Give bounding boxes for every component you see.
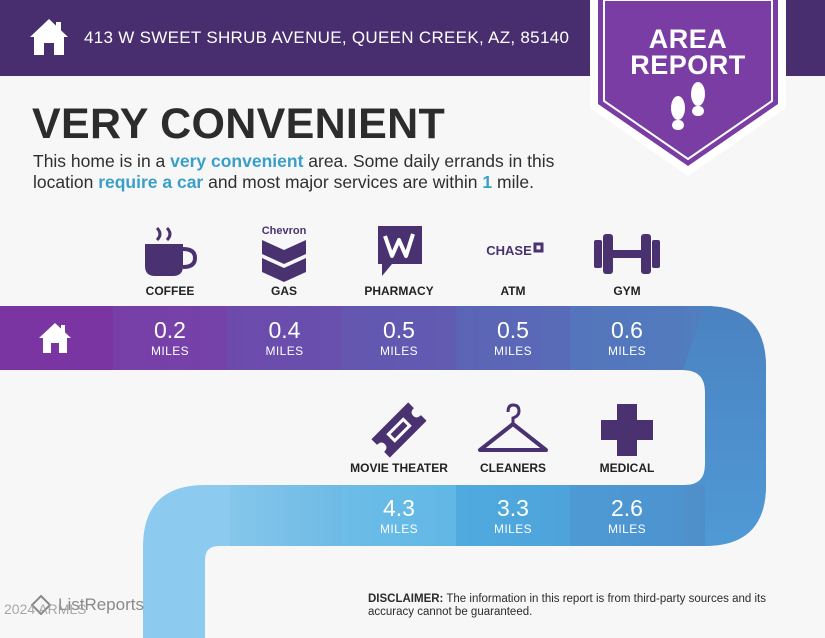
- distance-cleaners: 3.3 MILES: [456, 485, 570, 547]
- footprints-icon: [671, 82, 705, 130]
- distance-value: 0.6: [611, 317, 643, 343]
- medical-cross-icon: [601, 404, 653, 456]
- home-icon: [30, 19, 68, 55]
- service-label: CLEANERS: [479, 461, 546, 475]
- dumbbell-icon: [594, 234, 660, 274]
- distance-coffee: 0.2 MILES: [113, 307, 227, 369]
- chevron-logo-icon: Chevron: [262, 225, 307, 282]
- service-label: MOVIE THEATER: [350, 461, 448, 475]
- distance-unit: MILES: [607, 522, 646, 536]
- brand-name: ListReports: [58, 595, 144, 614]
- distance-value: 0.4: [268, 317, 301, 343]
- distance-value: 0.2: [154, 317, 186, 343]
- distance-gas: 0.4 MILES: [227, 307, 342, 369]
- distance-value: 3.3: [497, 495, 529, 521]
- distance-movie-theater: 4.3 MILES: [342, 485, 456, 547]
- copyright-watermark: 2024 ARMLS: [4, 601, 87, 617]
- chase-logo-icon: CHASE: [486, 242, 544, 258]
- service-label: GYM: [613, 284, 641, 298]
- listreports-logo-icon: [30, 594, 52, 616]
- distance-unit: MILES: [607, 344, 646, 358]
- distance-value: 0.5: [383, 317, 415, 343]
- distance-value: 4.3: [383, 495, 415, 521]
- svg-text:CHASE: CHASE: [486, 243, 532, 258]
- home-marker-icon: [39, 323, 71, 353]
- distance-unit: MILES: [493, 344, 532, 358]
- distance-pharmacy: 0.5 MILES: [342, 307, 456, 369]
- service-label: MEDICAL: [599, 461, 655, 475]
- distance-unit: MILES: [379, 522, 418, 536]
- disclaimer: DISCLAIMER: The information in this repo…: [368, 593, 766, 618]
- coffee-cup-icon: [145, 226, 198, 276]
- area-report-badge: AREA REPORT: [590, 0, 786, 176]
- badge-line-1: AREA: [648, 24, 728, 54]
- svg-text:Chevron: Chevron: [262, 225, 307, 237]
- walgreens-logo-icon: [378, 226, 422, 276]
- distance-gym: 0.6 MILES: [570, 307, 684, 369]
- badge-shape: [590, 0, 786, 176]
- service-label: COFFEE: [145, 284, 195, 298]
- distance-unit: MILES: [150, 344, 189, 358]
- distance-unit: MILES: [379, 344, 418, 358]
- service-label: GAS: [270, 284, 297, 298]
- distance-medical: 2.6 MILES: [570, 485, 684, 547]
- listreports-brand: ListReports: [30, 594, 170, 616]
- distance-unit: MILES: [265, 344, 304, 358]
- distance-value: 0.5: [497, 317, 529, 343]
- service-label: ATM: [500, 284, 526, 298]
- ticket-icon: [371, 402, 427, 458]
- service-label: PHARMACY: [364, 284, 434, 298]
- hanger-icon: [478, 403, 548, 452]
- distance-unit: MILES: [493, 522, 532, 536]
- badge-line-2: REPORT: [630, 50, 746, 80]
- summary-text: This home is in a very convenient area. …: [33, 151, 555, 192]
- distance-value: 2.6: [611, 495, 643, 521]
- property-address: 413 W SWEET SHRUB AVENUE, QUEEN CREEK, A…: [84, 28, 570, 47]
- page-title: VERY CONVENIENT: [32, 100, 446, 148]
- distance-atm: 0.5 MILES: [456, 307, 570, 369]
